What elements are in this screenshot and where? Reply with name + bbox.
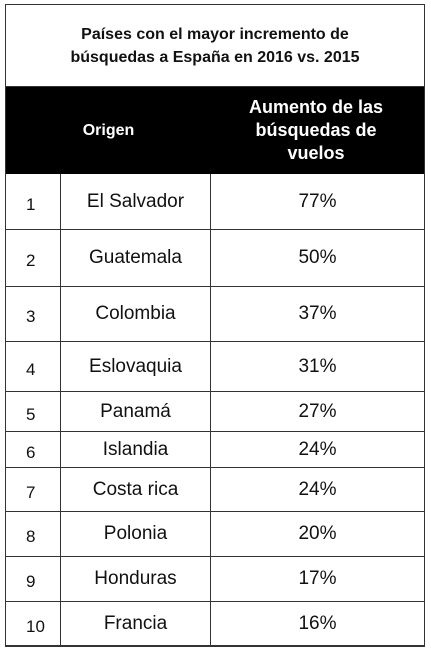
- rank-cell: 9: [6, 557, 61, 602]
- value-cell: 37%: [211, 287, 424, 342]
- rank-cell: 3: [6, 287, 61, 342]
- country-cell: Guatemala: [61, 230, 211, 287]
- value-cell: 31%: [211, 342, 424, 392]
- rank-cell: 2: [6, 230, 61, 287]
- country-cell: Honduras: [61, 557, 211, 602]
- table-header: Origen Aumento de las búsquedas de vuelo…: [6, 87, 424, 174]
- country-cell: Francia: [61, 602, 211, 646]
- country-cell: Islandia: [61, 432, 211, 468]
- header-cell: Aumento de las búsquedas de vuelos: [248, 97, 384, 163]
- value-cell: 77%: [211, 174, 424, 230]
- country-cell: Eslovaquia: [61, 342, 211, 392]
- rank-cell: 4: [6, 342, 61, 392]
- value-cell: 50%: [211, 230, 424, 287]
- value-cell: 17%: [211, 557, 424, 602]
- table: Países con el mayor incremento de búsque…: [5, 4, 425, 647]
- rank-cell: 10: [6, 602, 61, 646]
- rank-cell: 1: [6, 174, 61, 230]
- value-cell: 20%: [211, 512, 424, 557]
- rank-cell: 8: [6, 512, 61, 557]
- rank-cell: 5: [6, 392, 61, 432]
- value-cell: 27%: [211, 392, 424, 432]
- value-cell: 24%: [211, 468, 424, 512]
- country-cell: Polonia: [61, 512, 211, 557]
- rank-cell: 7: [6, 468, 61, 512]
- value-cell: 16%: [211, 602, 424, 646]
- header-cell: Origen: [82, 121, 135, 139]
- rank-cell: 6: [6, 432, 61, 468]
- country-cell: Colombia: [61, 287, 211, 342]
- table-title: Países con el mayor incremento de búsque…: [6, 5, 424, 87]
- country-cell: El Salvador: [61, 174, 211, 230]
- country-cell: Costa rica: [61, 468, 211, 512]
- country-cell: Panamá: [61, 392, 211, 432]
- value-cell: 24%: [211, 432, 424, 468]
